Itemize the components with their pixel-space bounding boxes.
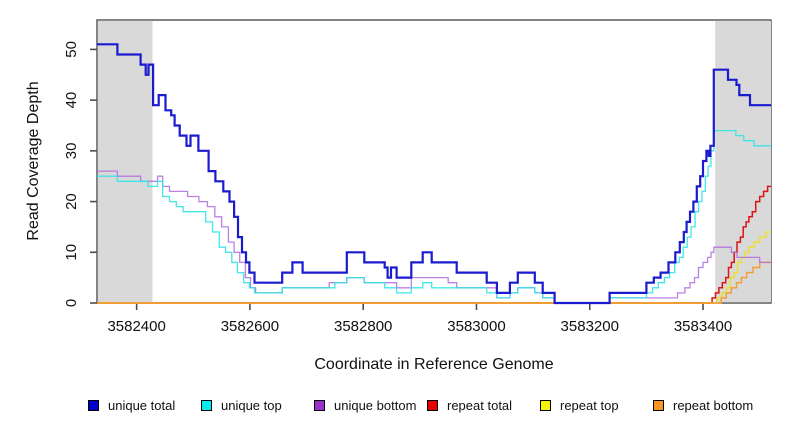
y-tick-label: 50 [63, 41, 80, 58]
legend-label: repeat total [447, 398, 513, 413]
y-tick-label: 0 [63, 299, 80, 307]
legend-item-repeat-top: repeat top [540, 398, 653, 413]
x-axis-title: Coordinate in Reference Genome [314, 356, 554, 373]
x-tick-label: 3583000 [447, 318, 505, 335]
y-tick-label: 40 [63, 92, 80, 109]
y-tick-label: 30 [63, 143, 80, 160]
legend-label: repeat bottom [673, 398, 754, 413]
legend-label: unique total [108, 398, 176, 413]
plot-border [96, 19, 772, 304]
legend-swatch [201, 400, 212, 411]
legend-swatch [314, 400, 325, 411]
x-tick-label: 3583400 [674, 318, 732, 335]
legend-label: unique bottom [334, 398, 417, 413]
series-repeat-total [97, 185, 771, 304]
y-tick-label: 20 [63, 193, 80, 210]
legend-swatch [540, 400, 551, 411]
chart-legend: unique total unique top unique bottom repea… [88, 398, 766, 413]
series-repeat-bottom [97, 261, 771, 304]
legend-swatch [88, 400, 99, 411]
series-unique-bottom [97, 170, 771, 304]
series-repeat-top [97, 231, 771, 304]
x-tick-label: 3583200 [561, 318, 619, 335]
legend-item-unique-total: unique total [88, 398, 201, 413]
legend-label: unique top [221, 398, 282, 413]
x-tick-label: 3582400 [107, 318, 165, 335]
legend-item-repeat-total: repeat total [427, 398, 540, 413]
legend-label: repeat top [560, 398, 619, 413]
series-unique-top [97, 129, 771, 304]
legend-item-unique-top: unique top [201, 398, 314, 413]
y-tick-label: 10 [63, 244, 80, 261]
shaded-region [715, 20, 771, 303]
series-unique-total [97, 43, 771, 305]
legend-swatch [653, 400, 664, 411]
shaded-region [97, 20, 153, 303]
legend-swatch [427, 400, 438, 411]
legend-item-unique-bottom: unique bottom [314, 398, 427, 413]
y-axis-title: Read Coverage Depth [25, 81, 42, 241]
x-tick-label: 3582800 [334, 318, 392, 335]
legend-item-repeat-bottom: repeat bottom [653, 398, 766, 413]
x-tick-label: 3582600 [221, 318, 279, 335]
